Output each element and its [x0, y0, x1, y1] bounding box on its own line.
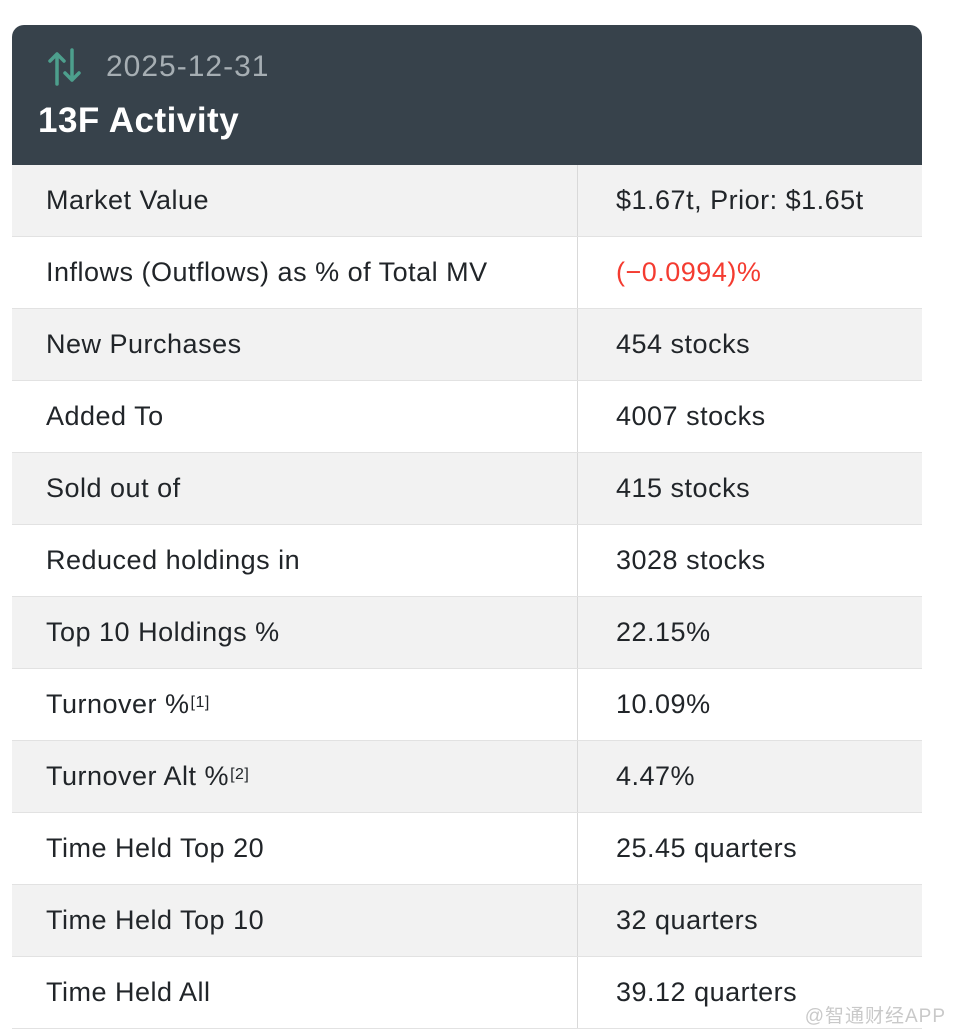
row-value: 4007 stocks: [616, 401, 766, 431]
swap-vertical-icon[interactable]: [44, 45, 84, 89]
row-label-cell: Turnover Alt % [2]: [12, 741, 578, 812]
row-value: 22.15%: [616, 617, 711, 647]
row-label: Time Held Top 10: [46, 905, 265, 935]
row-label-cell: Sold out of: [12, 453, 578, 524]
row-value: 32 quarters: [616, 905, 759, 935]
row-value: 4.47%: [616, 761, 696, 791]
watermark: @智通财经APP: [804, 1006, 946, 1027]
row-value: 3028 stocks: [616, 545, 766, 575]
row-value: 39.12 quarters: [616, 977, 798, 1007]
header-top-row: 2025-12-31: [38, 45, 896, 89]
row-label-cell: Market Value: [12, 165, 578, 236]
row-label: New Purchases: [46, 329, 242, 359]
card-header: 2025-12-31 13F Activity: [12, 25, 922, 165]
table-row: New Purchases 454 stocks: [12, 309, 922, 381]
table-row: Market Value $1.67t, Prior: $1.65t: [12, 165, 922, 237]
row-label-cell: Time Held Top 10: [12, 885, 578, 956]
row-value: 454 stocks: [616, 329, 751, 359]
row-label: Top 10 Holdings %: [46, 617, 280, 647]
table-row: Reduced holdings in 3028 stocks: [12, 525, 922, 597]
row-label: Turnover %: [46, 689, 190, 719]
row-label-cell: Time Held Top 20: [12, 813, 578, 884]
table-row: Time Held All 39.12 quarters: [12, 957, 922, 1029]
row-value: $1.67t, Prior: $1.65t: [616, 185, 864, 215]
row-label-cell: New Purchases: [12, 309, 578, 380]
row-label: Turnover Alt %: [46, 761, 230, 791]
table-row: Top 10 Holdings % 22.15%: [12, 597, 922, 669]
row-value: 25.45 quarters: [616, 833, 798, 863]
row-label-cell: Inflows (Outflows) as % of Total MV: [12, 237, 578, 308]
table-row: Sold out of 415 stocks: [12, 453, 922, 525]
report-date: 2025-12-31: [106, 50, 270, 83]
table-row: Turnover % [1] 10.09%: [12, 669, 922, 741]
row-label-cell: Time Held All: [12, 957, 578, 1028]
row-label-cell: Added To: [12, 381, 578, 452]
row-label: Sold out of: [46, 473, 181, 503]
table-row: Time Held Top 20 25.45 quarters: [12, 813, 922, 885]
table-row: Turnover Alt % [2] 4.47%: [12, 741, 922, 813]
row-value: 415 stocks: [616, 473, 751, 503]
row-label: Time Held Top 20: [46, 833, 265, 863]
row-label-cell: Turnover % [1]: [12, 669, 578, 740]
activity-table: Market Value $1.67t, Prior: $1.65t Inflo…: [12, 165, 922, 1029]
row-label: Inflows (Outflows) as % of Total MV: [46, 257, 488, 287]
row-label-cell: Top 10 Holdings %: [12, 597, 578, 668]
table-row: Inflows (Outflows) as % of Total MV (−0.…: [12, 237, 922, 309]
row-label-cell: Reduced holdings in: [12, 525, 578, 596]
13f-activity-card: 2025-12-31 13F Activity Market Value $1.…: [12, 25, 922, 1029]
row-label: Added To: [46, 401, 164, 431]
row-value: (−0.0994)%: [616, 257, 762, 287]
row-value: 10.09%: [616, 689, 711, 719]
table-row: Time Held Top 10 32 quarters: [12, 885, 922, 957]
row-label: Time Held All: [46, 977, 211, 1007]
row-label: Reduced holdings in: [46, 545, 301, 575]
card-title: 13F Activity: [38, 101, 240, 140]
row-label: Market Value: [46, 185, 210, 215]
table-row: Added To 4007 stocks: [12, 381, 922, 453]
